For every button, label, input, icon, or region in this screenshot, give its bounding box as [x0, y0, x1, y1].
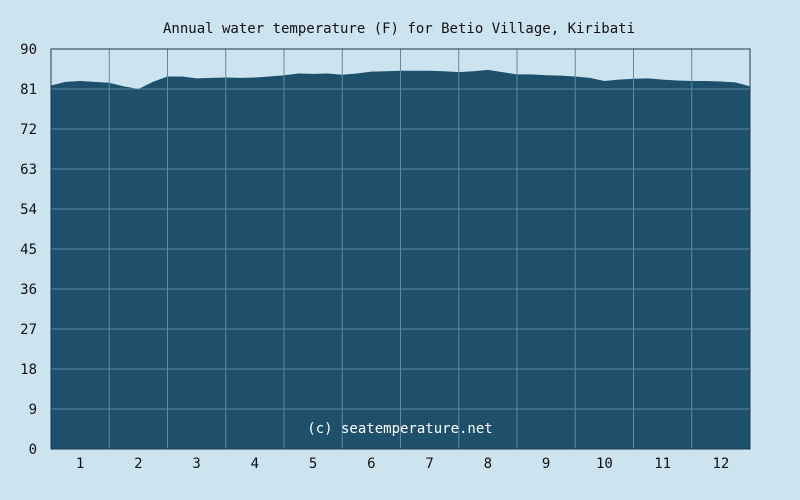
x-tick-label: 4: [251, 456, 259, 472]
x-tick-label: 11: [654, 456, 671, 472]
y-tick-label: 45: [20, 242, 37, 258]
x-tick-label: 9: [542, 456, 550, 472]
plot-frame: [50, 48, 751, 450]
x-tick-label: 6: [367, 456, 375, 472]
y-tick-label: 54: [20, 202, 37, 218]
y-tick-label: 27: [20, 322, 37, 338]
x-tick-label: 5: [309, 456, 317, 472]
y-tick-label: 18: [20, 362, 37, 378]
x-tick-label: 12: [712, 456, 729, 472]
y-axis-tick-labels: 0 9 18 27 36 45 54 63 72 81 90: [20, 42, 37, 458]
chart-title: Annual water temperature (F) for Betio V…: [163, 21, 635, 37]
y-tick-label: 81: [20, 82, 37, 98]
y-tick-label: 90: [20, 42, 37, 58]
y-tick-label: 63: [20, 162, 37, 178]
y-tick-label: 0: [29, 442, 37, 458]
copyright-credit: (c) seatemperature.net: [307, 421, 492, 437]
x-tick-label: 10: [596, 456, 613, 472]
x-tick-label: 8: [484, 456, 492, 472]
y-tick-label: 36: [20, 282, 37, 298]
y-tick-label: 9: [29, 402, 37, 418]
y-tick-label: 72: [20, 122, 37, 138]
grid-lines: [51, 49, 750, 449]
x-tick-label: 2: [134, 456, 142, 472]
x-tick-label: 1: [76, 456, 84, 472]
x-tick-label: 3: [192, 456, 200, 472]
x-axis-tick-labels: 1 2 3 4 5 6 7 8 9 10 11 12: [76, 456, 729, 472]
x-tick-label: 7: [425, 456, 433, 472]
